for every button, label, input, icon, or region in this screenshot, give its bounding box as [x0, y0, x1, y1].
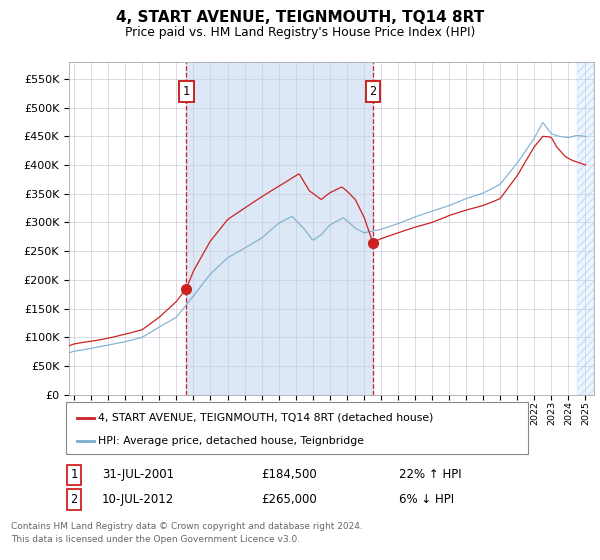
Text: 6% ↓ HPI: 6% ↓ HPI	[399, 493, 454, 506]
Text: £184,500: £184,500	[261, 468, 317, 482]
Text: 2: 2	[70, 493, 77, 506]
Text: 22% ↑ HPI: 22% ↑ HPI	[399, 468, 461, 482]
Text: 10-JUL-2012: 10-JUL-2012	[102, 493, 174, 506]
Text: This data is licensed under the Open Government Licence v3.0.: This data is licensed under the Open Gov…	[11, 535, 300, 544]
Text: 1: 1	[183, 85, 190, 98]
Text: 2: 2	[370, 85, 376, 98]
Text: 4, START AVENUE, TEIGNMOUTH, TQ14 8RT: 4, START AVENUE, TEIGNMOUTH, TQ14 8RT	[116, 10, 484, 25]
Text: Price paid vs. HM Land Registry's House Price Index (HPI): Price paid vs. HM Land Registry's House …	[125, 26, 475, 39]
Text: Contains HM Land Registry data © Crown copyright and database right 2024.: Contains HM Land Registry data © Crown c…	[11, 522, 362, 531]
Text: HPI: Average price, detached house, Teignbridge: HPI: Average price, detached house, Teig…	[98, 436, 364, 446]
Bar	[186, 62, 373, 395]
Text: £265,000: £265,000	[261, 493, 317, 506]
Text: 1: 1	[70, 468, 77, 482]
Text: 4, START AVENUE, TEIGNMOUTH, TQ14 8RT (detached house): 4, START AVENUE, TEIGNMOUTH, TQ14 8RT (d…	[98, 413, 433, 423]
Bar	[577, 62, 594, 395]
Text: 31-JUL-2001: 31-JUL-2001	[102, 468, 174, 482]
